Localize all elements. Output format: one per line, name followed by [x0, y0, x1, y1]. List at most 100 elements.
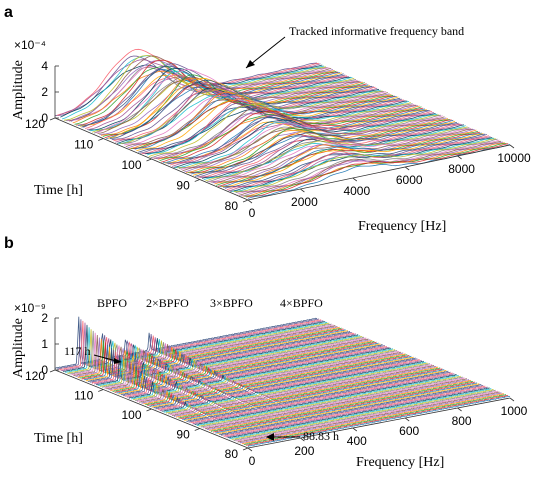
panel-b-y-tick-label: 80 [225, 447, 239, 461]
panel-a-x-axis-line [247, 144, 511, 201]
panel-b-trace [169, 364, 433, 416]
panel-b-z-tick-label: 1 [41, 337, 48, 351]
panel-a-x-tick-label: 0 [249, 206, 256, 220]
panel-b-trace [159, 359, 422, 412]
panel-b-x-tick-label: 0 [249, 454, 256, 468]
panel-b-trace [75, 326, 338, 377]
panel-a-trace [208, 128, 472, 183]
panel-b-trace [237, 391, 500, 443]
panel-b-traces [54, 316, 511, 448]
panel-a-trace [168, 110, 431, 165]
panel-a-trace [155, 105, 418, 159]
panel-b-trace [184, 369, 447, 422]
panel-b-trace [61, 320, 324, 371]
panel-b-trace [167, 363, 430, 415]
panel-b-trace [231, 389, 494, 440]
panel-a-z-tick-label: 4 [41, 59, 48, 73]
panel-b-harmonic-4: 4×BPFO [280, 296, 323, 310]
panel-a-trace [81, 65, 344, 128]
panel-b-trace [213, 381, 476, 433]
panel-a-trace [95, 68, 358, 134]
panel-a-letter: a [4, 4, 13, 21]
panel-b-trace [186, 370, 449, 422]
panel-b-trace [233, 389, 496, 442]
panel-a-x-tick-mark [509, 144, 515, 149]
panel-a-trace [171, 112, 434, 167]
panel-b-z-tick-label: 2 [41, 311, 48, 325]
panel-a-x-axis-label: Frequency [Hz] [358, 219, 446, 234]
panel-b-trace [118, 343, 381, 395]
panel-b-y-tick-mark [194, 428, 200, 431]
panel-b-trace [155, 358, 418, 410]
panel-b-trace [235, 390, 498, 442]
panel-b-trace [225, 386, 488, 438]
panel-b-trace [163, 361, 426, 413]
panel-b-trace [241, 393, 504, 445]
panel-b-x-tick-mark [404, 417, 410, 422]
panel-b-annotation-117h-arrow [93, 354, 122, 364]
panel-a-trace [194, 122, 457, 177]
panel-a-x-tick-mark [404, 166, 410, 171]
panel-a-trace [63, 55, 326, 121]
panel-a-annotation-arrow [245, 36, 286, 69]
panel-a-trace [230, 137, 493, 192]
panel-a-x-tick-label: 10000 [497, 151, 531, 165]
panel-a-y-tick-mark [146, 158, 152, 162]
panel-b-z-tick-label: 0 [41, 363, 48, 377]
panel-b-trace [206, 378, 470, 431]
panel-b-trace [210, 380, 474, 433]
panel-a-trace [178, 114, 441, 169]
panel-b-trace [136, 350, 400, 403]
panel-a-trace [150, 103, 413, 159]
panel-a-trace [116, 87, 380, 144]
panel-b-x-tick-label: 600 [399, 424, 419, 438]
panel-a-trace [219, 132, 482, 187]
panel-a-trace [83, 63, 346, 128]
panel-b-y-tick-mark [98, 389, 104, 392]
panel-b-x-axis-label: Frequency [Hz] [356, 455, 444, 470]
panel-a-z-tick-label: 2 [41, 85, 48, 99]
panel-b-trace [196, 374, 459, 427]
panel-b-annotation-88h: 88.83 h [303, 429, 339, 443]
panel-b-trace [171, 365, 435, 416]
panel-b-x-axis-line [247, 397, 511, 449]
panel-b-trace [198, 375, 461, 427]
panel-b-z-axis-label: Amplitude [11, 318, 26, 378]
panel-a-trace [244, 143, 507, 197]
panel-b-x-tick-mark [509, 397, 515, 402]
panel-a-y-tick-mark [98, 138, 104, 141]
panel-b-x-tick-label: 400 [347, 434, 367, 448]
panel-a-traces [54, 48, 511, 199]
panel-b-x-tick-mark [457, 407, 462, 412]
panel-b-trace [153, 357, 416, 409]
panel-b-trace [157, 359, 420, 411]
panel-a-trace [198, 123, 461, 178]
panel-b-x-tick-label: 800 [452, 414, 472, 428]
panel-a-x-tick-label: 4000 [343, 184, 370, 198]
panel-a-trace [235, 138, 498, 194]
panel-a-x-tick-label: 2000 [291, 195, 318, 209]
panel-a-y-tick-mark [194, 179, 200, 182]
panel-b-trace [239, 392, 502, 444]
panel-a-trace [205, 126, 468, 182]
panel-a-trace [221, 133, 484, 188]
panel-a-trace [92, 77, 355, 133]
panel-a-x-tick-label: 6000 [396, 173, 423, 187]
panel-b-x-tick-mark [300, 437, 305, 442]
panel-b-y-tick-label: 100 [121, 408, 141, 422]
panel-b-trace [173, 365, 437, 418]
panel-b-y-tick-mark [242, 447, 249, 451]
panel-b-z-exponent: ×10⁻⁹ [14, 301, 46, 315]
panel-a-y-tick-mark [49, 117, 56, 121]
panel-a-x-tick-mark [352, 177, 358, 182]
panel-a-y-tick-label: 80 [225, 199, 239, 213]
panel-b-trace [149, 355, 412, 407]
panel-b-harmonic-1: BPFO [97, 296, 127, 310]
panel-b-trace [182, 369, 445, 421]
panel-b-x-tick-label: 1000 [501, 404, 528, 418]
panel-a-y-tick-label: 100 [121, 158, 141, 172]
